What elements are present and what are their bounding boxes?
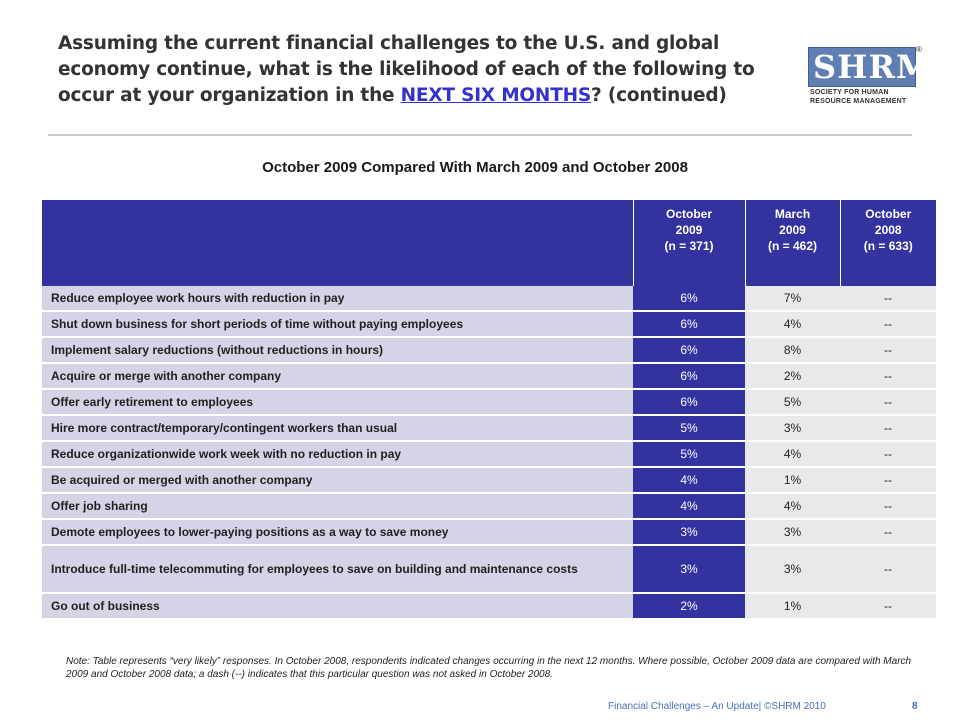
cell-october-2009: 6% <box>633 389 745 416</box>
row-label: Offer job sharing <box>42 493 633 520</box>
cell-october-2008: -- <box>840 415 936 442</box>
table-row: Demote employees to lower-paying positio… <box>42 519 936 546</box>
table-row: Go out of business 2% 1% -- <box>42 593 936 620</box>
cell-march-2009: 3% <box>745 545 840 594</box>
header-march-2009: March 2009 (n = 462) <box>745 200 841 286</box>
title-suffix: ? (continued) <box>591 85 727 106</box>
cell-october-2008: -- <box>840 467 936 494</box>
cell-october-2008: -- <box>840 493 936 520</box>
cell-october-2008: -- <box>840 441 936 468</box>
cell-march-2009: 8% <box>745 337 840 364</box>
row-label: Reduce organizationwide work week with n… <box>42 441 633 468</box>
cell-october-2009: 6% <box>633 363 745 390</box>
cell-march-2009: 5% <box>745 389 840 416</box>
row-label: Reduce employee work hours with reductio… <box>42 286 633 312</box>
logo-tagline-1: SOCIETY FOR HUMAN <box>810 89 889 96</box>
cell-october-2009: 3% <box>633 545 745 594</box>
cell-october-2008: -- <box>840 286 936 312</box>
header-line: March <box>774 207 811 221</box>
header-october-2008: October 2008 (n = 633) <box>840 200 936 286</box>
table-row: Reduce employee work hours with reductio… <box>42 286 936 312</box>
header-line: (n = 633) <box>863 239 913 253</box>
cell-march-2009: 2% <box>745 363 840 390</box>
table-row: Introduce full-time telecommuting for em… <box>42 545 936 594</box>
table-subtitle: October 2009 Compared With March 2009 an… <box>262 159 688 176</box>
cell-october-2008: -- <box>840 389 936 416</box>
title-divider <box>48 134 912 136</box>
table-row: Implement salary reductions (without red… <box>42 337 936 364</box>
cell-october-2008: -- <box>840 593 936 620</box>
header-line: 2009 <box>779 223 806 237</box>
header-line: 2008 <box>874 223 902 237</box>
cell-october-2009: 5% <box>633 415 745 442</box>
table-row: Shut down business for short periods of … <box>42 311 936 338</box>
cell-october-2009: 4% <box>633 467 745 494</box>
cell-october-2008: -- <box>840 519 936 546</box>
header-line: (n = 462) <box>767 239 818 253</box>
cell-march-2009: 4% <box>745 311 840 338</box>
row-label: Implement salary reductions (without red… <box>42 337 633 364</box>
cell-october-2008: -- <box>840 545 936 594</box>
cell-october-2008: -- <box>840 311 936 338</box>
header-blank <box>42 200 634 286</box>
header-line: October <box>865 207 912 221</box>
header-october-2009: October 2009 (n = 371) <box>633 200 746 286</box>
cell-october-2009: 6% <box>633 286 745 312</box>
cell-october-2009: 3% <box>633 519 745 546</box>
table-row: Offer early retirement to employees 6% 5… <box>42 389 936 416</box>
logo-tagline-2: RESOURCE MANAGEMENT <box>810 98 907 105</box>
row-label: Go out of business <box>42 593 633 620</box>
row-label: Demote employees to lower-paying positio… <box>42 519 633 546</box>
table-row: Reduce organizationwide work week with n… <box>42 441 936 468</box>
cell-march-2009: 3% <box>745 415 840 442</box>
shrm-logo-box: SHRM <box>808 47 931 87</box>
cell-october-2009: 6% <box>633 311 745 338</box>
cell-march-2009: 4% <box>745 493 840 520</box>
cell-october-2009: 5% <box>633 441 745 468</box>
header-line: (n = 371) <box>664 239 714 253</box>
shrm-logo-text: SHRM <box>813 48 933 86</box>
cell-october-2009: 4% <box>633 493 745 520</box>
cell-october-2009: 2% <box>633 593 745 620</box>
table-row: Acquire or merge with another company 6%… <box>42 363 936 390</box>
row-label: Acquire or merge with another company <box>42 363 633 390</box>
header-line: 2009 <box>675 223 703 237</box>
comparison-table: October 2009 (n = 371) March 2009 (n = 4… <box>42 200 936 620</box>
header-line: October <box>665 207 712 221</box>
cell-march-2009: 1% <box>745 467 840 494</box>
row-label: Be acquired or merged with another compa… <box>42 467 633 494</box>
table-row: Be acquired or merged with another compa… <box>42 467 936 494</box>
table-row: Hire more contract/temporary/contingent … <box>42 415 936 442</box>
page-number: 8 <box>912 701 918 712</box>
slide-title: Assuming the current financial challenge… <box>58 31 758 109</box>
cell-october-2008: -- <box>840 363 936 390</box>
cell-october-2008: -- <box>840 337 936 364</box>
table-note: Note: Table represents “very likely” res… <box>66 656 912 680</box>
cell-march-2009: 4% <box>745 441 840 468</box>
row-label: Offer early retirement to employees <box>42 389 633 416</box>
cell-march-2009: 7% <box>745 286 840 312</box>
next-six-months-link[interactable]: NEXT SIX MONTHS <box>400 85 592 106</box>
row-label: Introduce full-time telecommuting for em… <box>42 545 633 594</box>
footer-text: Financial Challenges – An Update| ©SHRM … <box>608 701 826 712</box>
row-label: Hire more contract/temporary/contingent … <box>42 415 633 442</box>
registered-mark: ® <box>916 45 922 54</box>
cell-march-2009: 1% <box>745 593 840 620</box>
table-header-row: October 2009 (n = 371) March 2009 (n = 4… <box>42 200 936 286</box>
table-row: Offer job sharing 4% 4% -- <box>42 493 936 520</box>
cell-october-2009: 6% <box>633 337 745 364</box>
row-label: Shut down business for short periods of … <box>42 311 633 338</box>
cell-march-2009: 3% <box>745 519 840 546</box>
title-text: Assuming the current financial challenge… <box>58 33 755 106</box>
shrm-logo: SHRM ® SOCIETY FOR HUMAN RESOURCE MANAGE… <box>808 45 931 117</box>
